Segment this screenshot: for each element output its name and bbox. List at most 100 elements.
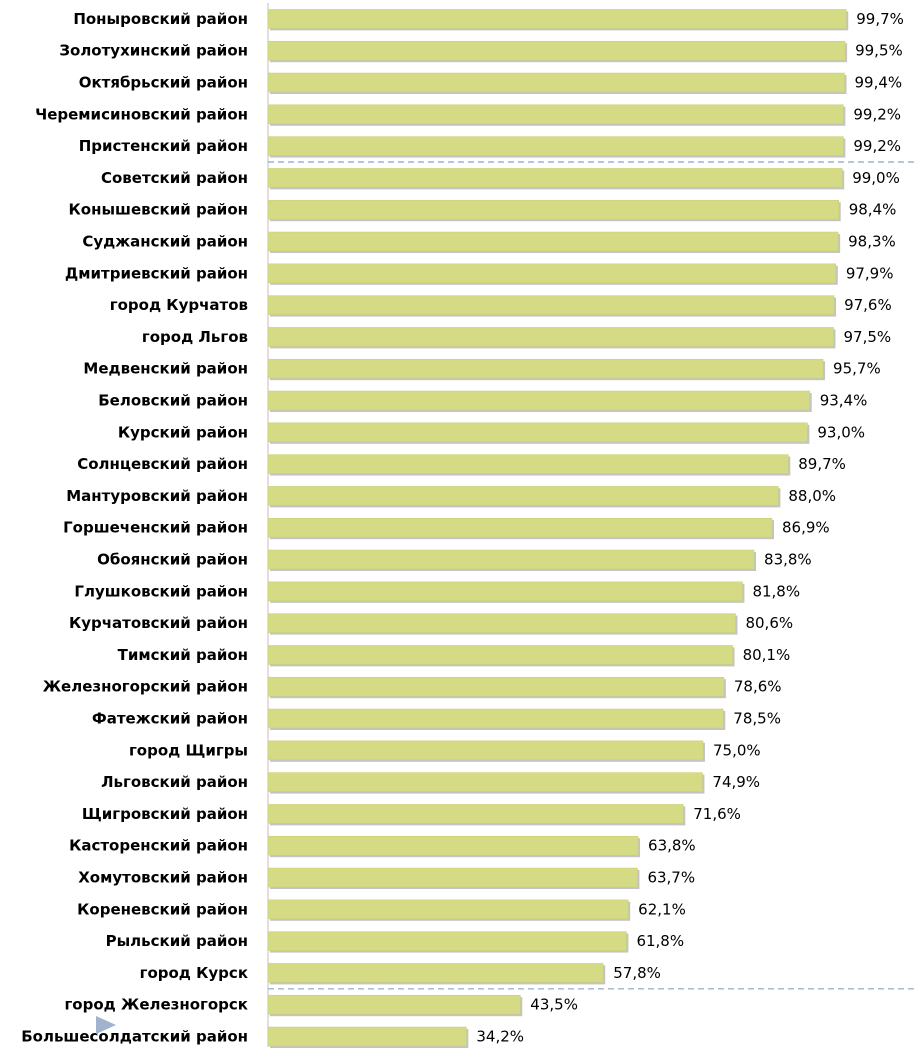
value-label: 93,4% [820,392,868,410]
category-label: Большесолдатский район [21,1028,248,1046]
value-label: 62,1% [638,900,686,918]
category-label: город Щигры [129,741,248,759]
category-label: Хомутовский район [78,869,248,887]
bar [267,454,789,474]
category-label: Кореневский район [77,900,248,918]
bar [267,676,725,697]
category-label: Суджанский район [82,233,248,251]
bar [267,295,835,315]
category-label: Солнцевский район [77,455,248,473]
bar [267,390,810,411]
bar [267,517,773,538]
bar [267,994,521,1015]
category-label: Фатежский район [92,710,248,728]
category-label: Железногорский район [43,678,248,696]
category-label: Поныровский район [73,10,248,28]
value-label: 99,5% [855,42,903,60]
value-label: 63,8% [648,837,696,855]
bar [267,804,684,824]
value-label: 80,1% [743,646,791,664]
bar [267,358,824,379]
value-label: 78,5% [733,710,781,728]
category-label: Дмитриевский район [65,264,248,282]
category-label: Касторенский район [69,837,248,855]
value-label: 63,7% [647,869,695,887]
bar [267,199,839,220]
category-label: Беловский район [98,392,248,410]
bar [267,168,843,188]
value-label: 99,7% [856,10,904,28]
category-label: город Курчатов [110,296,248,314]
bar [267,645,733,665]
value-label: 99,0% [852,169,900,187]
value-label: 78,6% [734,678,782,696]
category-label: Советский район [101,169,248,187]
category-label: Рыльский район [106,932,248,950]
bar [267,931,627,951]
category-label: Обоянский район [97,551,248,569]
category-label: Пристенский район [79,137,248,155]
category-label: город Железногорск [64,996,248,1014]
reference-lines [268,161,918,990]
bar [267,263,837,284]
category-label: Щигровский район [82,805,248,823]
bar [267,231,839,252]
bar [267,963,604,983]
bar [267,486,779,506]
value-label: 34,2% [476,1028,524,1046]
category-label: Льговский район [101,773,248,791]
bar [267,72,845,93]
value-label: 43,5% [530,996,578,1014]
bar [267,708,724,729]
value-label: 86,9% [782,519,830,537]
category-label: Горшеченский район [63,519,248,537]
value-label: 81,8% [752,582,800,600]
bar [267,581,743,602]
value-label: 93,0% [817,423,865,441]
bar [267,867,638,888]
value-label: 97,9% [846,264,894,282]
category-label: город Льгов [142,328,248,346]
value-label: 97,6% [844,296,892,314]
category-label: Тимский район [118,646,248,664]
bar [267,613,736,633]
value-label: 99,2% [853,137,901,155]
value-label: 95,7% [833,360,881,378]
value-label: 71,6% [693,805,741,823]
bar [267,1026,467,1047]
category-label: Мантуровский район [66,487,248,505]
value-label: 98,3% [848,233,896,251]
category-labels: Поныровский район Золотухинский район Октя… [21,10,248,1046]
play-triangle-icon [96,1016,116,1034]
category-label: Конышевский район [69,201,248,219]
category-label: Золотухинский район [59,42,248,60]
category-label: Глушковский район [74,582,248,600]
bar [267,327,834,347]
bars-group [267,9,849,1048]
bar [267,40,846,61]
category-label: Курчатовский район [69,614,248,632]
bar [267,740,704,761]
value-label: 99,4% [855,74,903,92]
value-label: 99,2% [853,105,901,123]
value-label: 88,0% [788,487,836,505]
value-label: 75,0% [713,741,761,759]
value-labels: 99,7% 99,5% 99,4% 99,2% 99,2% 99,0% 98,4% 98,3%… [476,10,904,1046]
category-label: Черемисиновский район [35,105,248,123]
bar [267,104,844,125]
bar [267,9,847,29]
bar [267,772,703,792]
bar [267,835,639,856]
bar [267,136,844,156]
value-label: 98,4% [849,201,897,219]
bar [267,422,808,443]
value-label: 61,8% [636,932,684,950]
category-label: город Курск [140,964,248,982]
value-label: 80,6% [745,614,793,632]
category-label: Медвенский район [83,360,248,378]
value-label: 57,8% [613,964,661,982]
value-label: 74,9% [712,773,760,791]
category-label: Курский район [118,423,248,441]
bar [267,899,629,920]
